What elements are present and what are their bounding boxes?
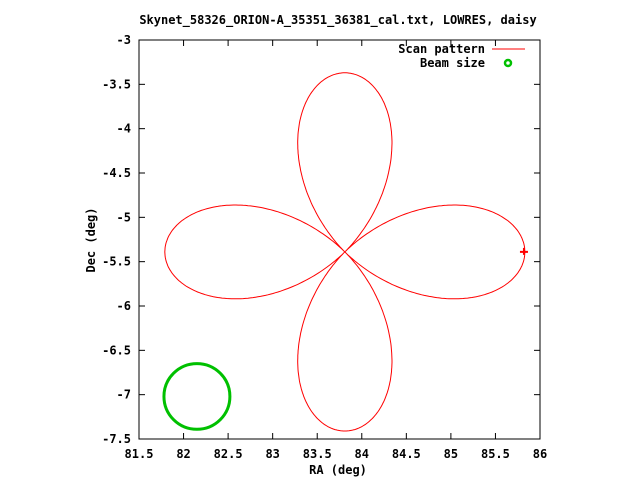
legend-label-beam-size: Beam size [420, 56, 485, 70]
y-tick-label: -3 [117, 33, 131, 47]
legend: Scan pattern Beam size [398, 42, 525, 70]
x-tick-label: 86 [533, 447, 547, 461]
y-tick-label: -5 [117, 210, 131, 224]
scan-pattern-line [164, 72, 526, 432]
beam-size-circle [162, 362, 232, 431]
x-tick-label: 84 [355, 447, 369, 461]
y-axis-label: Dec (deg) [84, 207, 98, 272]
y-tick-label: -6 [117, 299, 131, 313]
y-tick-label: -3.5 [102, 77, 131, 91]
x-tick-label: 83.5 [303, 447, 332, 461]
legend-label-scan-pattern: Scan pattern [398, 42, 485, 56]
x-tick-label: 81.5 [125, 447, 154, 461]
y-tick-label: -4 [117, 122, 131, 136]
y-tick-label: -6.5 [102, 343, 131, 357]
x-tick-label: 82.5 [214, 447, 243, 461]
plot-frame [138, 39, 541, 440]
x-tick-label: 85.5 [481, 447, 510, 461]
x-tick-label: 83 [265, 447, 279, 461]
legend-swatch-beam-size [503, 58, 513, 68]
y-tick-label: -5.5 [102, 255, 131, 269]
x-axis-label: RA (deg) [309, 463, 367, 477]
x-tick-label: 84.5 [392, 447, 421, 461]
chart-title: Skynet_58326_ORION-A_35351_36381_cal.txt… [139, 13, 536, 28]
x-tick-label: 82 [176, 447, 190, 461]
scan-start-marker [519, 247, 528, 255]
y-tick-label: -7.5 [102, 432, 131, 446]
y-tick-label: -7 [117, 388, 131, 402]
x-tick-label: 85 [444, 447, 458, 461]
y-tick-label: -4.5 [102, 166, 131, 180]
